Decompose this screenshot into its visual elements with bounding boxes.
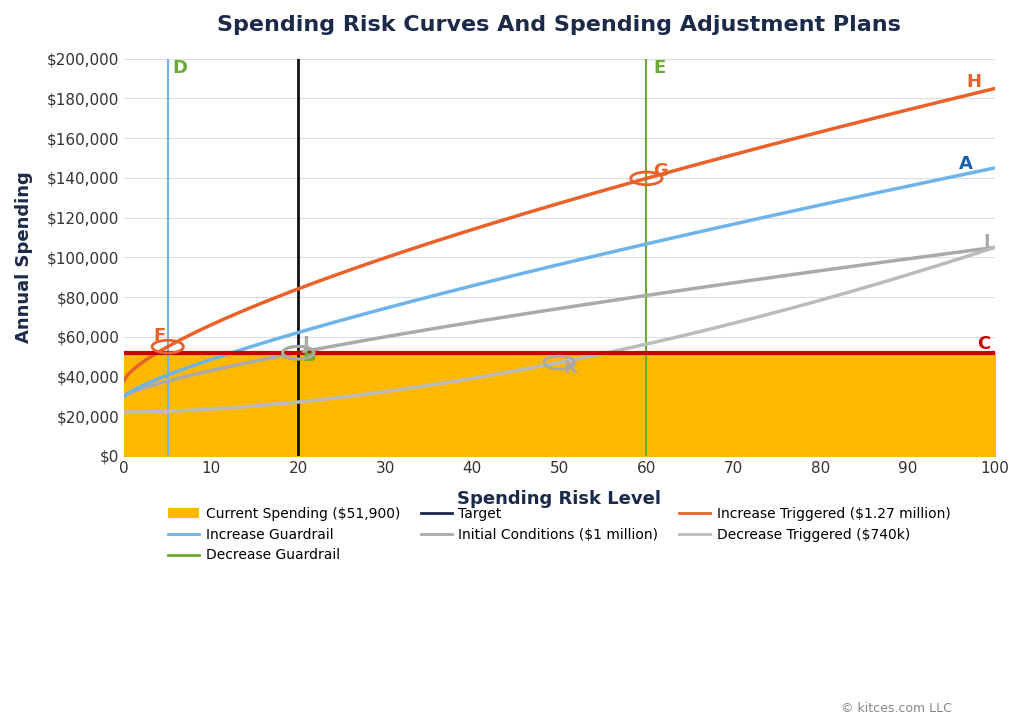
Text: A: A (958, 155, 973, 174)
Text: D: D (172, 59, 187, 77)
Text: F: F (153, 327, 165, 345)
Title: Spending Risk Curves And Spending Adjustment Plans: Spending Risk Curves And Spending Adjust… (217, 15, 901, 35)
Text: E: E (653, 59, 666, 77)
Text: G: G (653, 163, 669, 180)
Text: J: J (303, 335, 309, 353)
Y-axis label: Annual Spending: Annual Spending (15, 171, 33, 343)
Text: I: I (984, 232, 990, 250)
X-axis label: Spending Risk Level: Spending Risk Level (458, 489, 662, 507)
Text: © kitces.com LLC: © kitces.com LLC (842, 702, 952, 715)
Text: K: K (564, 359, 578, 378)
Text: C: C (977, 335, 990, 353)
Text: B: B (303, 347, 316, 364)
Text: H: H (967, 73, 982, 91)
Legend: Current Spending ($51,900), Increase Guardrail, Decrease Guardrail, Target, Init: Current Spending ($51,900), Increase Gua… (163, 501, 956, 568)
